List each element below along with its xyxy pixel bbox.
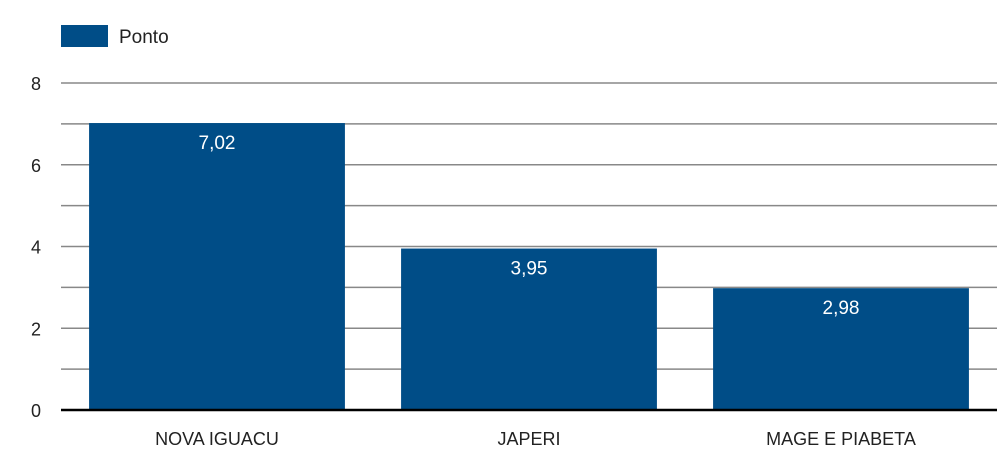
y-tick-label: 8 bbox=[31, 74, 41, 94]
y-tick-label: 0 bbox=[31, 401, 41, 421]
legend: Ponto bbox=[61, 25, 169, 48]
bar bbox=[713, 288, 969, 410]
y-tick-label: 4 bbox=[31, 238, 41, 258]
legend-label: Ponto bbox=[119, 27, 169, 48]
x-tick-label: JAPERI bbox=[497, 429, 560, 449]
legend-swatch bbox=[61, 25, 108, 47]
data-labels: 7,02 3,95 2,98 bbox=[199, 133, 860, 319]
x-axis-category-labels: NOVA IGUACU JAPERI MAGE E PIABETA bbox=[155, 429, 916, 449]
bar bbox=[401, 248, 657, 410]
data-label: 7,02 bbox=[199, 133, 236, 154]
x-tick-label: NOVA IGUACU bbox=[155, 429, 279, 449]
bars bbox=[89, 123, 969, 411]
y-tick-label: 6 bbox=[31, 156, 41, 176]
bar bbox=[89, 123, 345, 411]
y-axis-tick-labels: 0 2 4 6 8 bbox=[31, 74, 41, 421]
data-label: 2,98 bbox=[823, 298, 860, 319]
x-tick-label: MAGE E PIABETA bbox=[766, 429, 916, 449]
data-label: 3,95 bbox=[511, 259, 548, 280]
y-tick-label: 2 bbox=[31, 319, 41, 339]
